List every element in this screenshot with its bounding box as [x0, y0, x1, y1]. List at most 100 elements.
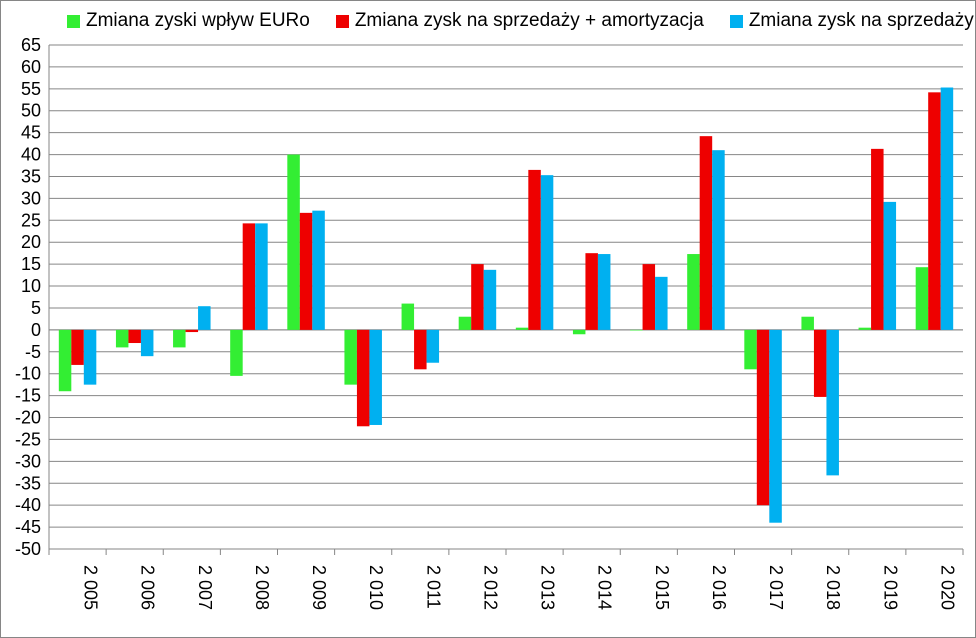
legend-item-profit: Zmiana zysk na sprzedaży [729, 10, 974, 32]
y-tick-label: 30 [21, 188, 41, 208]
x-tick-label: 2 013 [538, 565, 558, 610]
bar [483, 269, 497, 330]
legend-label-euro: Zmiana zyski wpływ EURo [86, 10, 310, 31]
bar [71, 329, 84, 365]
legend-label-profit: Zmiana zysk na sprzedaży [748, 10, 974, 31]
bar [128, 329, 141, 344]
bar [871, 148, 884, 330]
bar [769, 329, 782, 523]
x-tick-label: 2 010 [366, 565, 386, 610]
y-tick-label: -15 [15, 386, 41, 406]
y-tick-label: -35 [15, 473, 41, 493]
x-tick-label: 2 008 [252, 565, 272, 610]
bar [915, 267, 929, 330]
legend-item-profit-amortization: Zmiana zysk na sprzedaży + amortyzacja [335, 10, 704, 32]
y-tick-label: 0 [31, 320, 41, 340]
y-tick-label: 5 [31, 298, 41, 318]
bar [185, 329, 199, 333]
y-tick-label: 25 [21, 210, 41, 230]
bar [813, 329, 827, 397]
bar [699, 136, 713, 330]
bar [230, 329, 243, 376]
bar [528, 169, 541, 330]
y-tick-label: 20 [21, 232, 41, 252]
y-tick-label: -30 [15, 451, 41, 471]
bar [344, 329, 357, 385]
bar [471, 264, 484, 330]
y-tick-label: 60 [21, 57, 41, 77]
bar [801, 316, 814, 330]
y-tick-label: 15 [21, 254, 41, 274]
bar [299, 212, 313, 330]
bar [458, 316, 472, 330]
bar [198, 306, 211, 330]
legend-swatch-profit-amortization [335, 14, 349, 28]
bar [883, 201, 897, 330]
y-tick-label: 45 [21, 123, 41, 143]
x-tick-label: 2 007 [195, 565, 215, 610]
y-tick-label: 50 [21, 101, 41, 121]
y-tick-label: 65 [21, 35, 41, 55]
bar [414, 329, 427, 370]
legend-label-profit-amortization: Zmiana zysk na sprzedaży + amortyzacja [354, 10, 704, 31]
x-tick-label: 2 012 [480, 565, 500, 610]
bar [173, 329, 186, 348]
bar [928, 92, 941, 330]
y-tick-label: -5 [25, 342, 41, 362]
x-tick-label: 2 005 [81, 565, 101, 610]
bar [712, 150, 725, 330]
bar [597, 254, 611, 330]
bar [572, 329, 586, 335]
x-tick-label: 2 006 [138, 565, 158, 610]
bar [630, 329, 643, 331]
bar [115, 329, 129, 348]
bar [426, 329, 440, 363]
bar [312, 210, 325, 330]
y-tick-label: -10 [15, 364, 41, 384]
bar [585, 253, 598, 330]
bar [858, 327, 872, 330]
x-tick-label: 2 019 [880, 565, 900, 610]
legend-item-euro: Zmiana zyski wpływ EURo [67, 10, 310, 32]
x-tick-label: 2 018 [823, 565, 843, 610]
bar [255, 223, 268, 330]
bar [687, 254, 700, 330]
y-tick-label: 55 [21, 79, 41, 99]
legend-swatch-profit [729, 14, 743, 28]
y-tick-label: 35 [21, 166, 41, 186]
y-tick-label: -45 [15, 517, 41, 537]
y-tick-label: -50 [15, 539, 41, 559]
y-tick-label: -40 [15, 495, 41, 515]
x-tick-label: 2 016 [709, 565, 729, 610]
bar [83, 329, 97, 385]
y-tick-label: -25 [15, 429, 41, 449]
x-tick-label: 2 015 [652, 565, 672, 610]
bar [140, 329, 154, 357]
legend-swatch-euro [67, 14, 80, 28]
bar [242, 223, 256, 330]
bar [940, 87, 954, 330]
bar [515, 327, 529, 330]
y-tick-label: 40 [21, 145, 41, 165]
bar [642, 264, 656, 330]
x-tick-label: 2 009 [309, 565, 329, 610]
bar [401, 303, 415, 330]
bar [287, 154, 300, 330]
x-tick-label: 2 014 [595, 565, 615, 610]
legend: Zmiana zyski wpływ EURo Zmiana zysk na s… [67, 10, 976, 32]
y-tick-label: -20 [15, 408, 41, 428]
bar [826, 329, 839, 476]
bar [744, 329, 757, 370]
y-tick-label: 10 [21, 276, 41, 296]
x-tick-label: 2 011 [423, 565, 443, 609]
bar [540, 175, 554, 330]
bar [369, 329, 382, 425]
bar [58, 329, 72, 392]
bar [356, 329, 370, 427]
x-tick-label: 2 017 [766, 565, 786, 610]
bar [756, 329, 770, 506]
bar [655, 276, 668, 330]
x-tick-label: 2 020 [937, 565, 957, 610]
